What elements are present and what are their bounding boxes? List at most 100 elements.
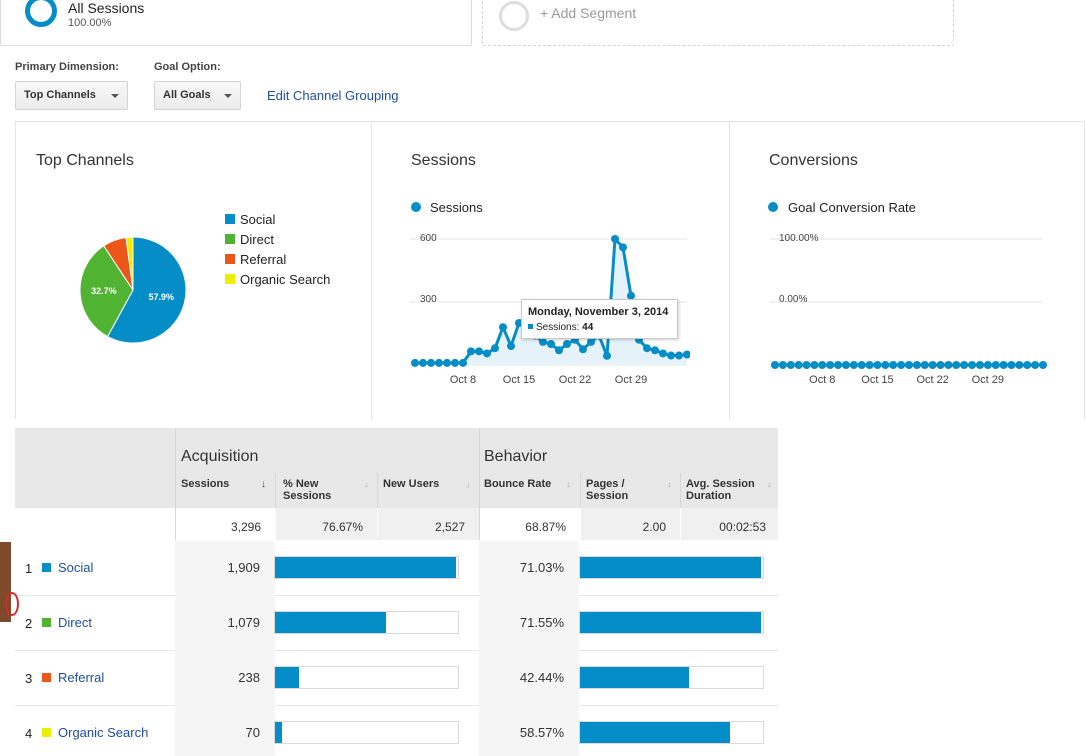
segment-all-sessions[interactable]: All Sessions 100.00% [0, 0, 472, 46]
add-segment-button[interactable]: + Add Segment [482, 0, 954, 46]
data-point [675, 351, 683, 360]
segment-ring-icon [25, 0, 57, 27]
data-point [912, 361, 921, 369]
y-tick-label: 100.00% [779, 233, 819, 244]
data-point [1023, 361, 1032, 369]
tooltip-line: Sessions: 44 [528, 322, 677, 333]
legend-swatch-direct [225, 234, 235, 244]
data-point [999, 361, 1008, 369]
legend-label-social: Social [240, 212, 276, 227]
x-tick-label: Oct 8 [450, 374, 476, 386]
row-sessions: 1,909 [175, 541, 275, 596]
sort-icon[interactable]: ↓ [767, 479, 772, 489]
conversion-legend-dot-icon [768, 202, 778, 212]
data-point [683, 350, 690, 359]
column-header-new-sessions[interactable]: % New Sessions [283, 478, 332, 502]
sort-descending-icon[interactable]: ↓ [261, 479, 266, 490]
bounce-rate-fill [580, 667, 689, 688]
pie-slice-organic-search [125, 236, 134, 291]
column-header-new-users[interactable]: New Users [383, 478, 440, 490]
empty-ring-icon [499, 1, 529, 31]
data-point [659, 349, 667, 358]
total-pages-per-session: 2.00 [581, 508, 680, 540]
data-point [826, 361, 835, 369]
table-row: 4 Organic Search 70 58.57% [15, 706, 778, 756]
tooltip-date: Monday, November 3, 2014 [528, 306, 669, 318]
totals-row: 3,296 76.67% 2,527 68.87% 2.00 00:02:53 [15, 508, 778, 540]
header-divider [680, 473, 681, 536]
channels-table: Acquisition Behavior Sessions ↓ % New Se… [15, 428, 778, 756]
data-point [936, 361, 945, 369]
table-row: 3 Referral 238 42.44% [15, 651, 778, 706]
table-group-header: Acquisition Behavior [15, 428, 778, 473]
goal-option-dropdown[interactable]: All Goals [154, 81, 241, 110]
chevron-down-icon [224, 94, 232, 98]
row-channel-link[interactable]: Referral [58, 670, 105, 685]
legend-label-referral: Referral [240, 252, 287, 267]
data-point [865, 361, 874, 369]
data-point [991, 361, 1000, 369]
data-point [627, 291, 635, 300]
x-tick-label: Oct 8 [809, 374, 835, 386]
x-tick-label: Oct 29 [615, 374, 647, 386]
sort-icon[interactable]: ↓ [466, 479, 471, 489]
row-channel-link[interactable]: Organic Search [58, 725, 149, 740]
data-point [810, 361, 819, 369]
bounce-rate-fill [580, 722, 731, 743]
primary-dimension-label: Primary Dimension: [15, 61, 119, 73]
data-point [897, 361, 906, 369]
data-point [1031, 361, 1040, 369]
data-point [427, 358, 435, 367]
data-point [928, 361, 937, 369]
legend-swatch-referral [225, 254, 235, 264]
row-channel-link[interactable]: Direct [58, 615, 92, 630]
data-point [555, 346, 563, 355]
chevron-down-icon [111, 94, 119, 98]
table-row: 1 Social 1,909 71.03% [15, 541, 778, 596]
sessions-legend-dot-icon [411, 202, 421, 212]
primary-dimension-dropdown[interactable]: Top Channels [15, 81, 128, 110]
row-channel-link[interactable]: Social [58, 560, 94, 575]
data-point [507, 342, 515, 351]
column-header-pages-per-session[interactable]: Pages / Session [586, 478, 629, 502]
sort-icon[interactable]: ↓ [566, 479, 571, 489]
sort-icon[interactable]: ↓ [667, 479, 672, 489]
row-color-swatch [42, 563, 51, 572]
legend-swatch-organic-search [225, 274, 235, 284]
bounce-rate-bar [579, 611, 764, 634]
data-point [651, 346, 659, 355]
header-divider [175, 428, 176, 473]
sessions-share-fill [275, 612, 386, 633]
sort-icon[interactable]: ↓ [364, 479, 369, 489]
total-new-sessions: 76.67% [276, 508, 377, 540]
bounce-rate-bar [579, 556, 764, 579]
row-sessions: 70 [175, 706, 275, 756]
background-window-fragment [0, 542, 19, 622]
column-header-avg-session-duration[interactable]: Avg. Session Duration [686, 478, 755, 502]
sessions-legend-label: Sessions [430, 200, 483, 215]
row-sessions: 1,079 [175, 596, 275, 651]
bounce-rate-fill [580, 557, 761, 578]
column-header-bounce-rate[interactable]: Bounce Rate [484, 478, 552, 490]
sessions-share-fill [275, 667, 300, 688]
data-point [873, 361, 882, 369]
panel-divider [371, 122, 372, 420]
header-divider [479, 428, 480, 473]
row-bounce-rate: 42.44% [479, 651, 579, 706]
data-point [802, 361, 811, 369]
edit-channel-grouping-link[interactable]: Edit Channel Grouping [267, 88, 399, 103]
data-point [983, 361, 992, 369]
row-sessions: 238 [175, 651, 275, 706]
x-tick-label: Oct 22 [916, 374, 948, 386]
data-point [881, 361, 890, 369]
data-point [952, 361, 961, 369]
data-point [1015, 361, 1024, 369]
sessions-share-bar [274, 666, 459, 689]
row-number: 4 [25, 726, 33, 741]
row-color-swatch [42, 673, 51, 682]
top-channels-title: Top Channels [36, 152, 134, 169]
table-row: 2 Direct 1,079 71.55% [15, 596, 778, 651]
data-point [475, 347, 483, 356]
y-tick-label: 300 [420, 294, 437, 305]
column-header-sessions[interactable]: Sessions [181, 478, 230, 490]
